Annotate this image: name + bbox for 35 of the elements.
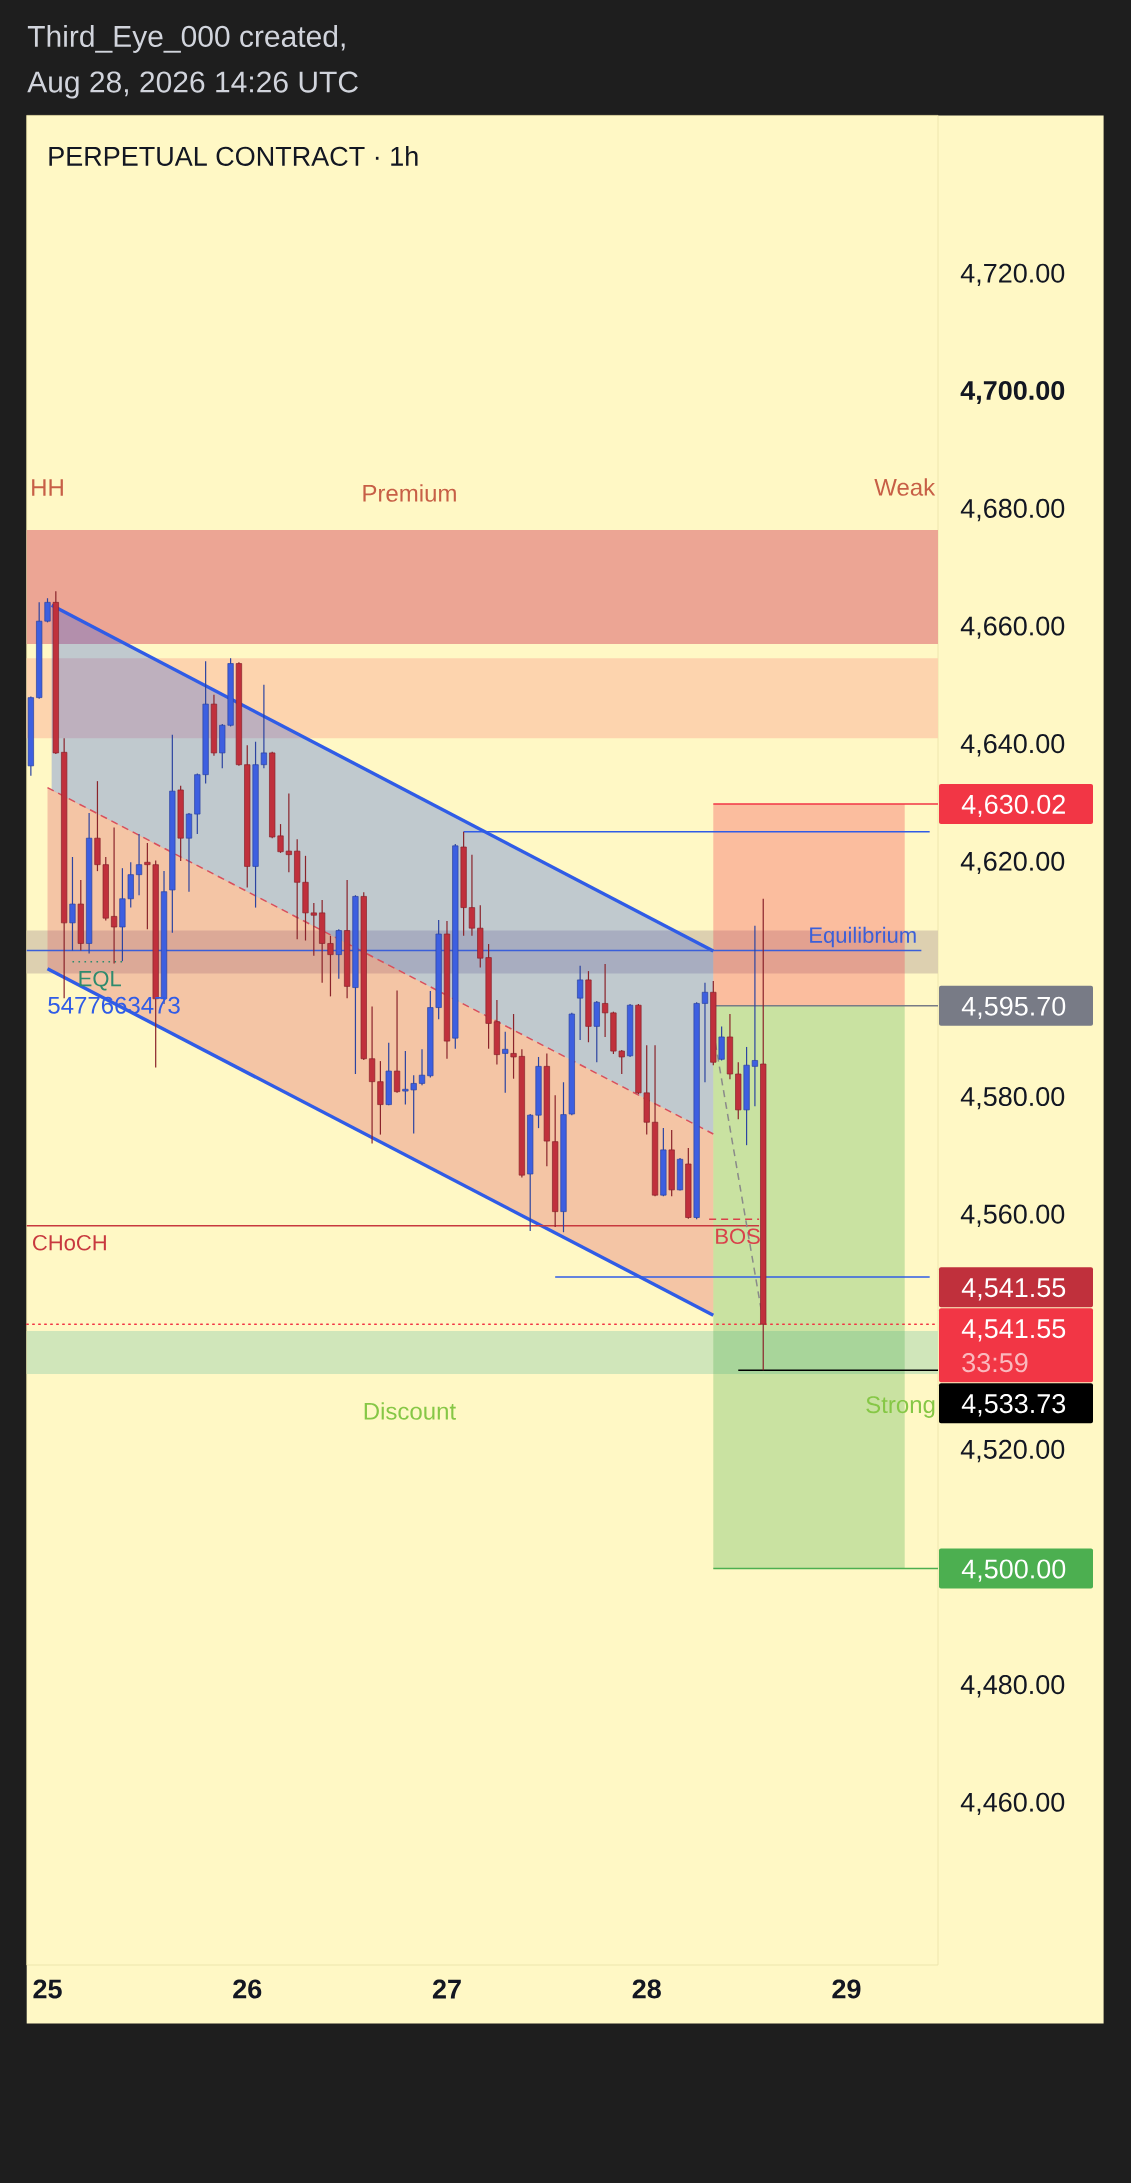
- text: PERPETUAL CONTRACT · 1h: [49, 146, 418, 166]
- y-tick-label: 4,560.00: [960, 1204, 1065, 1227]
- annotation: Strong: [866, 1396, 935, 1418]
- x-tick-label: 29: [832, 1979, 861, 1999]
- text: 33:59: [962, 1353, 1028, 1373]
- y-tick-label: 4,640.00: [960, 734, 1065, 757]
- band-label: Premium: [363, 484, 456, 502]
- data-label: 4,533.73: [961, 1394, 1066, 1417]
- data-label: 4,630.02: [961, 794, 1065, 818]
- y-tick-label: 4,620.00: [960, 851, 1065, 875]
- band-label: Discount: [364, 1402, 456, 1420]
- y-tick-label: 4,720.00: [960, 263, 1065, 286]
- data-label: 4,595.70: [961, 996, 1066, 1019]
- ref-line-label: 4,541.55: [961, 1319, 1066, 1342]
- y-tick-label: 4,480.00: [960, 1675, 1065, 1698]
- series-label: CHoCH: [33, 1234, 106, 1251]
- x-tick-label: 28: [632, 1979, 661, 1999]
- x-tick-label: 26: [233, 1979, 262, 1999]
- y-tick-label: 4,680.00: [960, 498, 1065, 522]
- text: Aug 28, 2026 14:26 UTC: [27, 71, 358, 99]
- series-label: EQL: [79, 970, 121, 991]
- text: Third_Eye_000 created,: [27, 25, 345, 53]
- y-tick-label: 4,660.00: [960, 616, 1065, 639]
- series-label: BOS: [716, 1228, 760, 1245]
- data-label: 4,500.00: [961, 1559, 1066, 1582]
- y-tick-label: 4,520.00: [960, 1439, 1065, 1463]
- y-tick-label: 4,700.00: [960, 380, 1065, 404]
- text: 4,541.55: [961, 1278, 1066, 1301]
- series-label: Equilibrium: [810, 926, 916, 948]
- annotation: Weak: [874, 478, 936, 496]
- annotation: HH: [32, 479, 63, 496]
- x-tick-label: 25: [33, 1979, 62, 1999]
- x-tick-label: 27: [432, 1979, 461, 1999]
- y-tick-label: 4,460.00: [960, 1792, 1065, 1815]
- y-tick-label: 4,580.00: [960, 1086, 1065, 1110]
